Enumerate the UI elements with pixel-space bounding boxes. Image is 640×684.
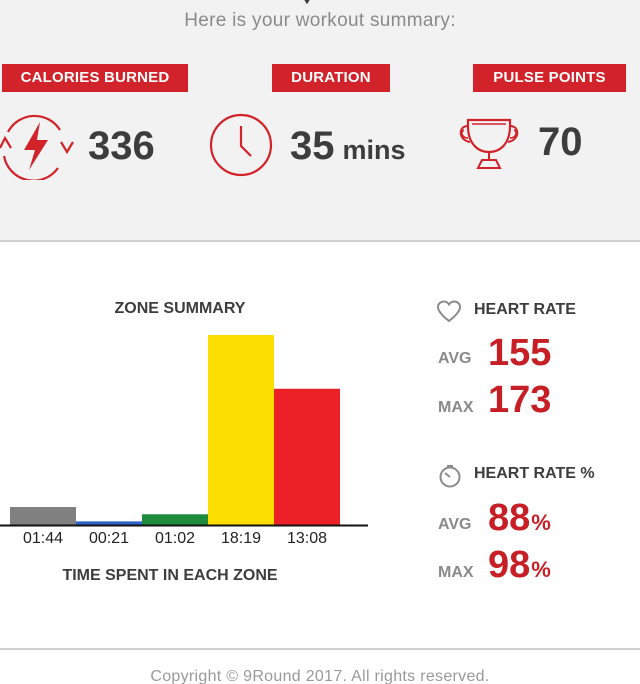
pulse-points-badge: PULSE POINTS: [473, 64, 626, 92]
pulse-points-value: 70: [538, 120, 583, 164]
heart-rate-max-value: 173: [488, 379, 552, 421]
heart-rate-avg-value: 155: [488, 332, 552, 374]
gauge-icon: [439, 465, 461, 488]
workout-summary-panel: Here is your workout summary: CALORIES B…: [0, 0, 640, 242]
heart-rate-pct-max-value: 98%: [488, 546, 551, 584]
heart-rate-pct-avg-value: 88%: [488, 499, 551, 537]
time-in-zone-caption: TIME SPENT IN EACH ZONE: [62, 567, 278, 584]
summary-intro: Here is your workout summary:: [184, 10, 456, 31]
zone-time-label: 18:19: [220, 530, 262, 547]
zone-time-label: 01:44: [22, 530, 64, 547]
percent-unit: %: [531, 510, 551, 535]
zone-bar-2: [76, 521, 142, 525]
heart-rate-pct-title: HEART RATE %: [474, 465, 595, 482]
zone-bar-chart: [0, 335, 368, 527]
zone-bar-5: [274, 388, 340, 525]
lightning-cycle-icon: [0, 114, 74, 180]
zone-time-label: 13:08: [286, 530, 328, 547]
cutoff-text-fragment: [304, 0, 310, 4]
calories-value: 336: [88, 124, 155, 168]
heart-rate-pct-max-number: 98: [488, 544, 531, 586]
heart-outline-icon: [436, 300, 462, 323]
zone-time-label: 01:02: [154, 530, 196, 547]
duration-unit: mins: [342, 135, 406, 165]
heart-rate-title: HEART RATE: [474, 301, 576, 318]
zone-bar-1: [10, 507, 76, 525]
zone-bar-3: [142, 514, 208, 525]
clock-icon: [209, 113, 273, 177]
heart-rate-pct-max-label: MAX: [438, 564, 474, 581]
heart-rate-max-label: MAX: [438, 399, 474, 416]
calories-burned-badge: CALORIES BURNED: [2, 64, 188, 92]
footer-divider: [0, 648, 640, 650]
zone-time-label: 00:21: [88, 530, 130, 547]
duration-badge: DURATION: [272, 64, 390, 92]
heart-rate-pct-avg-label: AVG: [438, 516, 472, 533]
duration-value: 35 mins: [290, 126, 406, 166]
zone-summary-title: ZONE SUMMARY: [114, 300, 246, 317]
trophy-icon: [459, 118, 519, 169]
percent-unit: %: [531, 557, 551, 582]
copyright-text: Copyright © 9Round 2017. All rights rese…: [150, 668, 490, 684]
zone-bar-4: [208, 335, 274, 525]
duration-number: 35: [290, 124, 335, 168]
heart-rate-avg-label: AVG: [438, 350, 472, 367]
heart-rate-pct-avg-number: 88: [488, 497, 531, 539]
